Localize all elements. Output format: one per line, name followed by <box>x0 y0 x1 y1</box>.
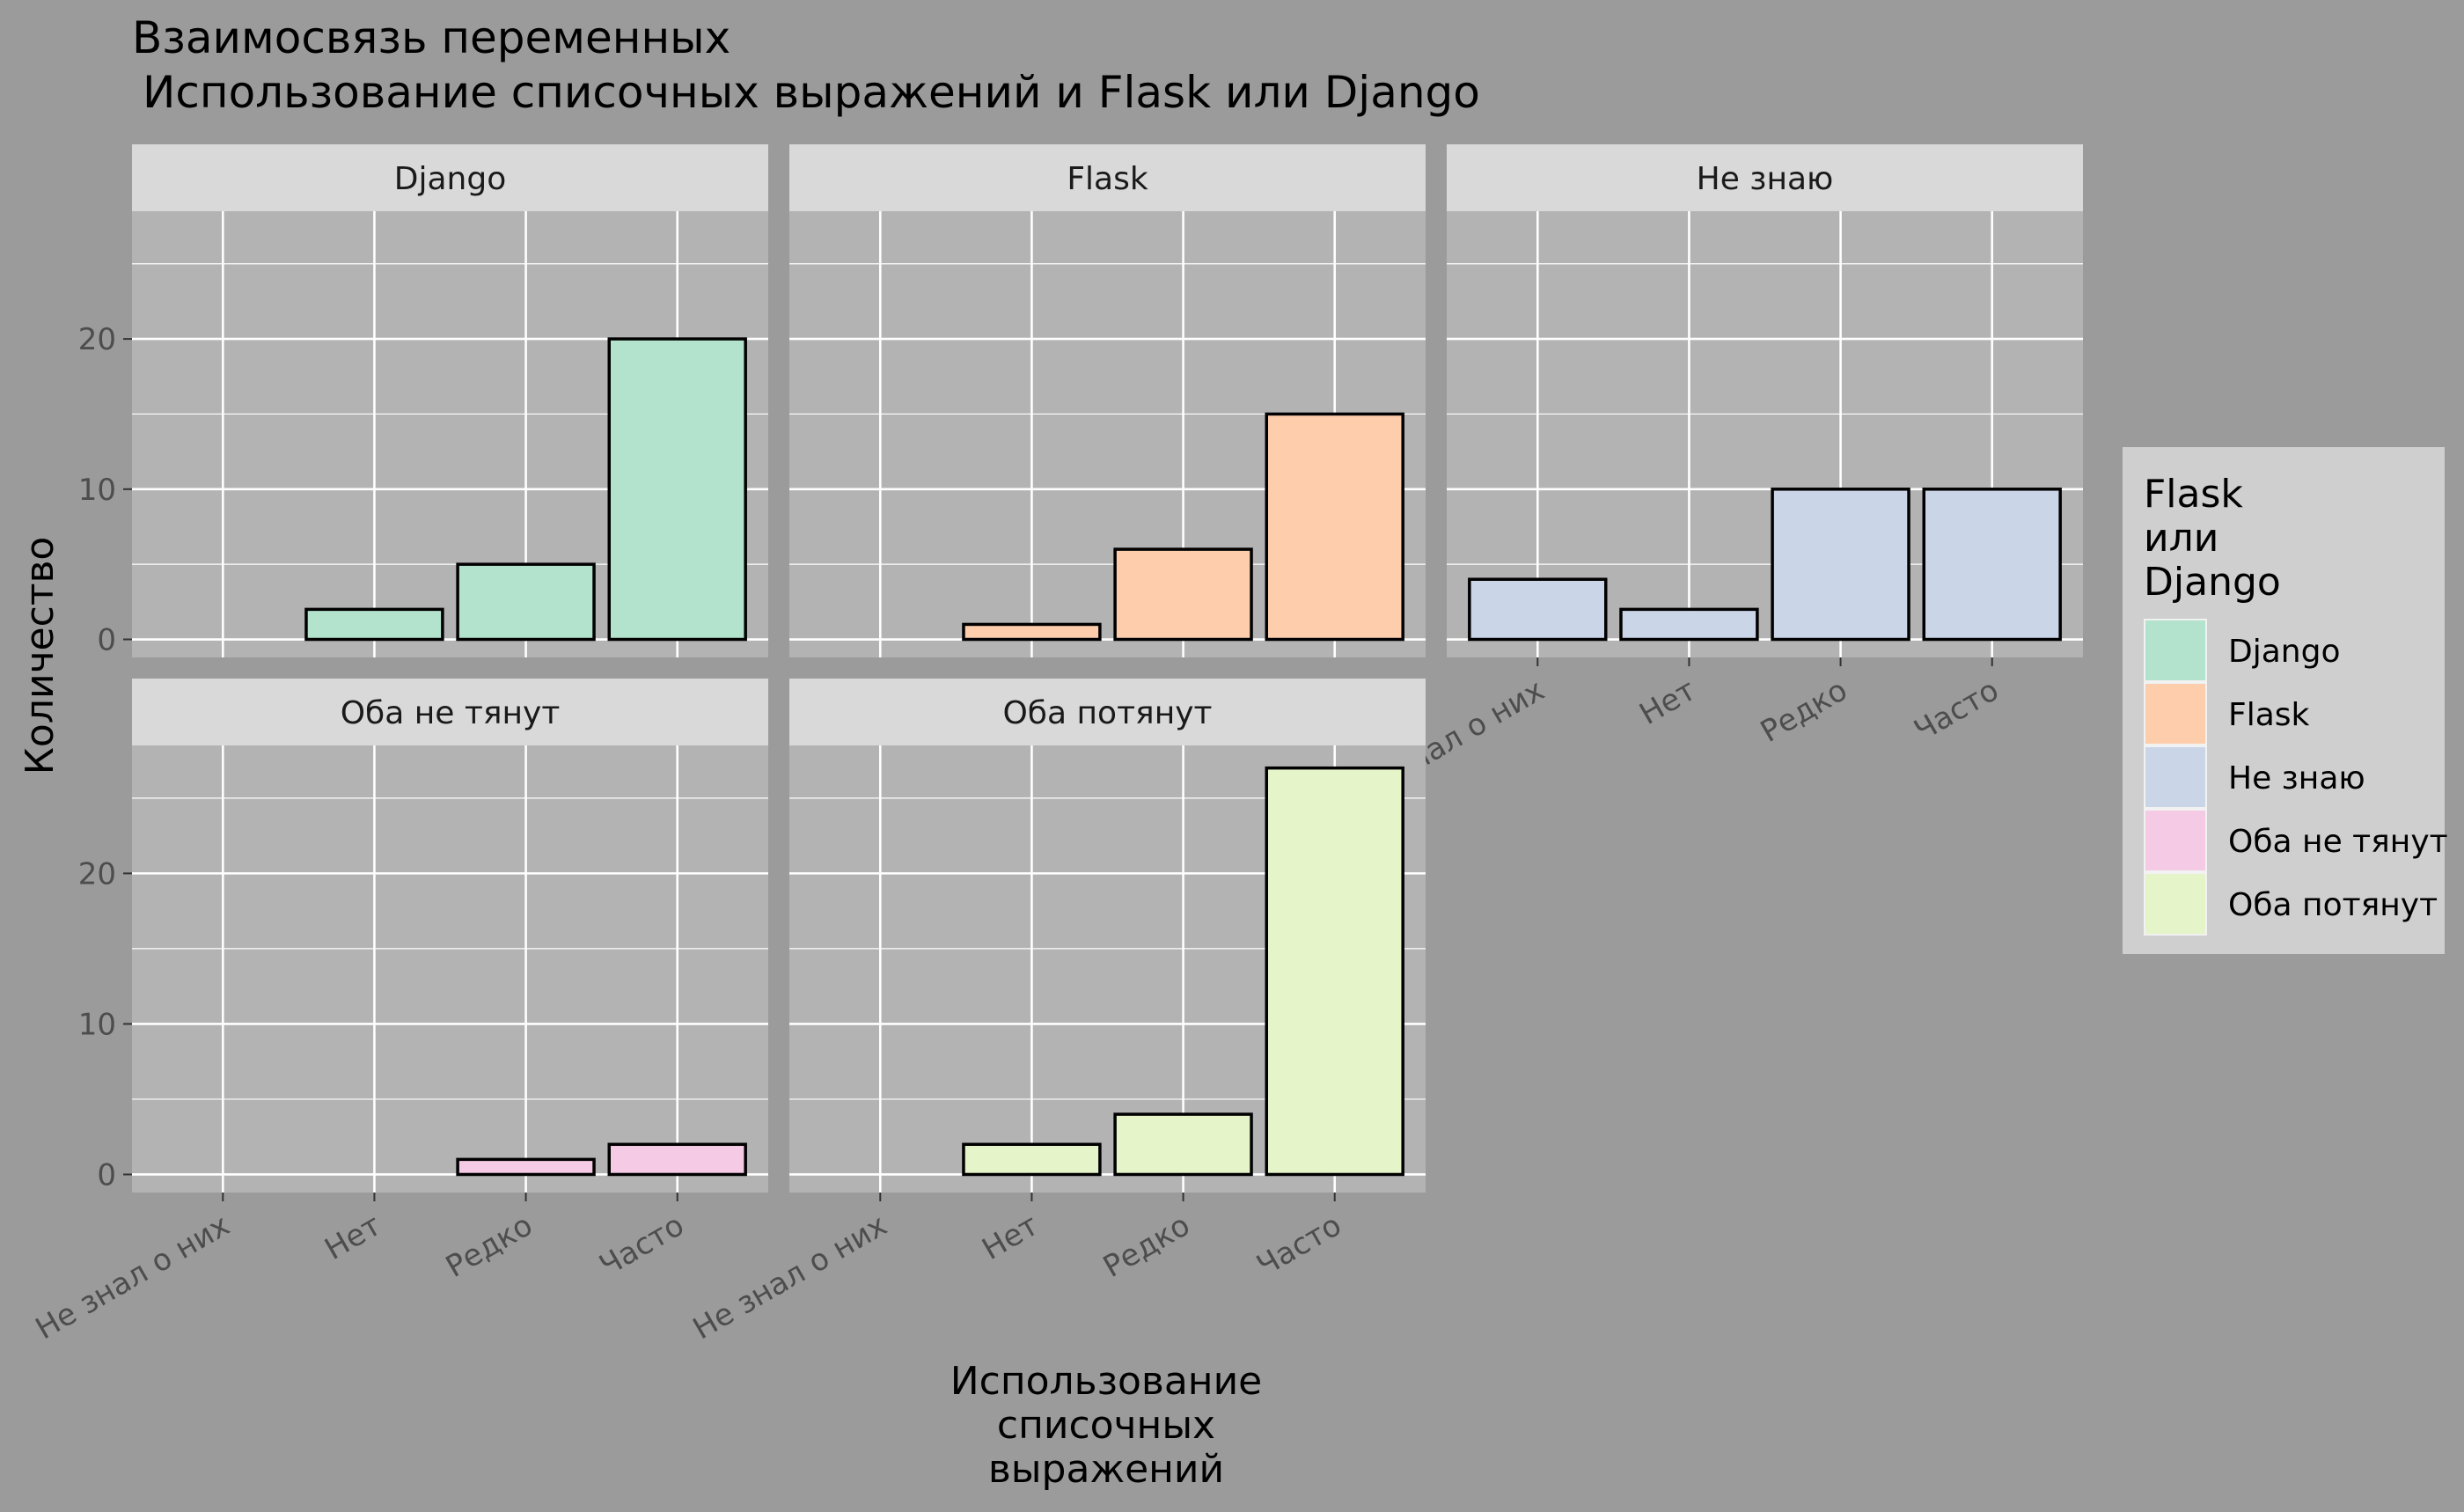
bar <box>1619 607 1759 642</box>
facet-strip-label: Не знаю <box>1697 161 1834 197</box>
legend-title-line1: Flask <box>2144 472 2243 517</box>
bar <box>1265 766 1404 1177</box>
x-axis-title-line1: Использование <box>950 1359 1263 1404</box>
facet-panel: Django 0 10 20 <box>78 144 768 658</box>
facet-strip <box>132 144 768 211</box>
bar <box>1922 488 2062 642</box>
bar <box>962 622 1102 642</box>
legend-title-line2: или <box>2144 516 2218 561</box>
y-tick-label: 20 <box>78 322 116 357</box>
panel-background <box>132 745 768 1193</box>
facet-strip <box>789 679 1426 745</box>
bar <box>1771 488 1910 642</box>
x-axis-title-line2: списочных <box>997 1403 1215 1448</box>
x-axis-title-line3: выражений <box>988 1447 1224 1492</box>
facet-strip <box>789 144 1426 211</box>
bar <box>1113 1112 1253 1177</box>
chart-title-line2: Использование списочных выражений и Flas… <box>143 67 1480 118</box>
facet-panel: Flask <box>789 144 1426 657</box>
chart-title-line1: Взаимосвязь переменных <box>132 12 730 63</box>
facet-strip <box>132 679 768 745</box>
bar <box>456 1157 596 1177</box>
bar <box>607 1142 747 1177</box>
legend-swatch <box>2145 811 2205 870</box>
legend-title-line3: Django <box>2144 560 2281 605</box>
facet-strip <box>1447 144 2083 211</box>
legend-label: Flask <box>2228 697 2310 733</box>
bar <box>962 1142 1102 1177</box>
legend-swatch <box>2145 874 2205 934</box>
y-tick-label: 20 <box>78 856 116 892</box>
facet-strip-label: Оба потянут <box>1002 695 1212 731</box>
legend-swatch <box>2145 620 2205 680</box>
legend-label: Django <box>2228 634 2340 670</box>
legend-label: Оба не тянут <box>2228 824 2448 860</box>
facet-strip-label: Django <box>394 161 506 197</box>
legend-items: Django Flask Не знаю Оба не тянут Оба потяну… <box>2144 619 2448 936</box>
legend-label: Не знаю <box>2228 760 2365 796</box>
legend-label: Оба потянут <box>2228 887 2438 923</box>
legend-swatch <box>2145 747 2205 807</box>
y-tick-label: 0 <box>97 1157 116 1193</box>
facet-strip-label: Flask <box>1067 161 1148 197</box>
bar <box>456 562 596 642</box>
bar <box>304 607 444 642</box>
y-tick-label: 10 <box>78 473 116 508</box>
bar <box>1468 577 1608 642</box>
y-axis-title: Количество <box>18 537 62 775</box>
legend: Flask или Django Django Flask Не знаю Оба н… <box>2123 447 2448 954</box>
y-tick-label: 10 <box>78 1007 116 1042</box>
legend-swatch <box>2145 684 2205 744</box>
y-tick-label: 0 <box>97 623 116 658</box>
bar <box>1113 547 1253 642</box>
bar <box>1265 412 1404 642</box>
bar <box>607 337 747 642</box>
facet-strip-label: Оба не тянут <box>341 695 561 731</box>
